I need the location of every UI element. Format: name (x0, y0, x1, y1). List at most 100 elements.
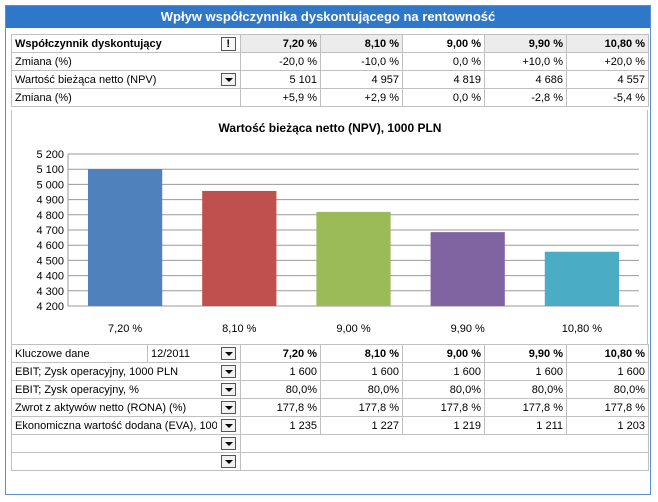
factor-info-button[interactable]: ! (220, 36, 236, 51)
change-value: +10,0 % (484, 52, 567, 71)
npv-value: 4 686 (484, 70, 567, 89)
npv-chart: Wartość bieżąca netto (NPV), 1000 PLN 4 … (11, 110, 648, 344)
npv-label: Wartość bieżąca netto (NPV) (11, 70, 217, 89)
metric-dropdown-button[interactable] (220, 437, 236, 450)
metric-dropdown-button[interactable] (220, 419, 236, 432)
metric-value: 80,0% (484, 380, 567, 399)
metric-value: 1 600 (320, 362, 403, 381)
y-tick-label: 4 500 (36, 255, 64, 267)
key-header-value: 10,80 % (566, 344, 649, 363)
change-value: -10,0 % (320, 52, 403, 71)
period-dropdown-button[interactable] (220, 347, 236, 360)
bar (316, 211, 391, 306)
npv-change-value: +2,9 % (320, 88, 403, 107)
key-header-value: 8,10 % (320, 344, 403, 363)
npv-value: 4 957 (320, 70, 403, 89)
key-data-header-row: Kluczowe dane 12/2011 7,20 % 8,10 % 9,00… (11, 344, 649, 363)
factor-value[interactable]: 7,20 % (240, 34, 321, 53)
metric-label (11, 434, 217, 453)
npv-change-row: Zmiana (%) +5,9 % +2,9 % 0,0 % -2,8 % -5… (11, 88, 649, 107)
metric-value: 1 600 (566, 362, 649, 381)
chart-y-axis: 4 200 4 300 4 400 4 500 4 600 4 700 4 800 4 900… (36, 149, 64, 313)
table-row: Zwrot z aktywów netto (RONA) (%) 177,8 %… (11, 398, 649, 417)
npv-value: 5 101 (240, 70, 321, 89)
y-tick-label: 4 400 (36, 271, 64, 283)
bar (430, 232, 505, 306)
factor-value[interactable]: 8,10 % (320, 34, 403, 53)
metric-dropdown-button[interactable] (220, 383, 236, 396)
x-tick-label: 9,00 % (336, 323, 370, 335)
table-row (11, 434, 649, 453)
y-tick-label: 4 300 (36, 286, 64, 298)
metric-value: 1 600 (402, 362, 485, 381)
npv-value: 4 557 (566, 70, 649, 89)
table-row: EBIT; Zysk operacyjny, % 80,0% 80,0% 80,… (11, 380, 649, 399)
metric-label: Ekonomiczna wartość dodana (EVA), 1000 (11, 416, 217, 435)
metric-label: Zwrot z aktywów netto (RONA) (%) (11, 398, 217, 417)
metric-value: 1 211 (484, 416, 567, 435)
npv-change-value: 0,0 % (402, 88, 485, 107)
empty-cell (240, 452, 649, 471)
y-tick-label: 4 800 (36, 210, 64, 222)
factor-value[interactable]: 9,00 % (402, 34, 485, 53)
npv-row: Wartość bieżąca netto (NPV) 5 101 4 957 … (11, 70, 649, 89)
metric-value: 80,0% (566, 380, 649, 399)
sensitivity-panel: Wpływ współczynnika dyskontującego na re… (5, 5, 651, 495)
key-data-label: Kluczowe dane (11, 344, 148, 363)
key-data-table: Kluczowe dane 12/2011 7,20 % 8,10 % 9,00… (11, 344, 649, 471)
metric-value: 1 600 (484, 362, 567, 381)
factor-label: Współczynnik dyskontujący (11, 34, 217, 53)
npv-chart-svg: Wartość bieżąca netto (NPV), 1000 PLN 4 … (36, 121, 639, 335)
factor-value[interactable]: 9,90 % (484, 34, 567, 53)
npv-change-value: -5,4 % (566, 88, 649, 107)
y-tick-label: 4 900 (36, 195, 64, 207)
table-row: EBIT; Zysk operacyjny, 1000 PLN 1 600 1 … (11, 362, 649, 381)
empty-cell (240, 434, 649, 453)
chart-bars (87, 169, 620, 306)
change-label: Zmiana (%) (11, 52, 241, 71)
y-tick-label: 4 200 (36, 301, 64, 313)
chart-title: Wartość bieżąca netto (NPV), 1000 PLN (219, 121, 442, 135)
key-header-value: 7,20 % (240, 344, 321, 363)
metric-value: 1 227 (320, 416, 403, 435)
metric-label: EBIT; Zysk operacyjny, 1000 PLN (11, 362, 217, 381)
npv-change-label: Zmiana (%) (11, 88, 241, 107)
y-tick-label: 4 700 (36, 225, 64, 237)
key-header-value: 9,00 % (402, 344, 485, 363)
metric-dropdown-button[interactable] (220, 455, 236, 468)
factor-value[interactable]: 10,80 % (566, 34, 649, 53)
panel-title: Wpływ współczynnika dyskontującego na re… (6, 6, 650, 28)
y-tick-label: 5 000 (36, 179, 64, 191)
metric-dropdown-button[interactable] (220, 365, 236, 378)
metric-value: 177,8 % (484, 398, 567, 417)
top-table: Współczynnik dyskontujący ! 7,20 % 8,10 … (11, 34, 649, 107)
y-tick-label: 4 600 (36, 240, 64, 252)
npv-change-value: +5,9 % (240, 88, 321, 107)
metric-value: 80,0% (240, 380, 321, 399)
metric-label (11, 452, 217, 471)
metric-value: 80,0% (402, 380, 485, 399)
factor-row: Współczynnik dyskontujący ! 7,20 % 8,10 … (11, 34, 649, 53)
metric-value: 177,8 % (320, 398, 403, 417)
x-tick-label: 7,20 % (108, 323, 142, 335)
npv-value: 4 819 (402, 70, 485, 89)
key-header-value: 9,90 % (484, 344, 567, 363)
metric-value: 177,8 % (402, 398, 485, 417)
table-row (11, 452, 649, 471)
change-value: 0,0 % (402, 52, 485, 71)
metric-value: 1 203 (566, 416, 649, 435)
metric-dropdown-button[interactable] (220, 401, 236, 414)
metric-value: 1 600 (240, 362, 321, 381)
period-select[interactable]: 12/2011 (147, 344, 217, 363)
bar (544, 251, 620, 306)
metric-value: 177,8 % (240, 398, 321, 417)
y-tick-label: 5 200 (36, 149, 64, 161)
metric-value: 177,8 % (566, 398, 649, 417)
bar (87, 169, 163, 306)
x-tick-label: 8,10 % (222, 323, 256, 335)
y-tick-label: 5 100 (36, 164, 64, 176)
npv-dropdown-button[interactable] (220, 73, 236, 86)
bar (202, 190, 277, 306)
metric-label: EBIT; Zysk operacyjny, % (11, 380, 217, 399)
metric-value: 1 235 (240, 416, 321, 435)
